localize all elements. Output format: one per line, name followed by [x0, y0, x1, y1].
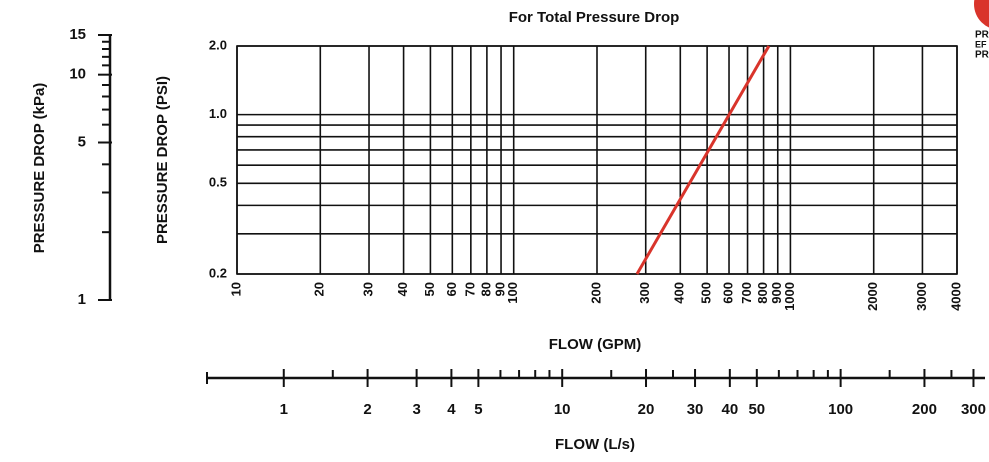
lps-axis-label: FLOW (L/s) [555, 436, 635, 453]
x-tick-label: 60 [444, 282, 459, 296]
lps-tick-label: 100 [828, 401, 853, 418]
kpa-tick-label: 10 [69, 66, 86, 83]
lps-tick-label: 2 [363, 401, 371, 418]
lps-tick-label: 50 [748, 401, 765, 418]
x-tick-label: 500 [699, 282, 714, 304]
side-text: EF [975, 39, 987, 49]
x-axis-label: FLOW (GPM) [549, 336, 641, 353]
x-tick-label: 40 [395, 282, 410, 296]
chart-title: For Total Pressure Drop [509, 9, 680, 26]
x-tick-label: 10 [228, 282, 243, 296]
kpa-tick-label: 1 [78, 291, 86, 308]
y-tick-label: 2.0 [209, 37, 227, 52]
lps-tick-label: 1 [280, 401, 288, 418]
lps-tick-label: 20 [638, 401, 655, 418]
x-tick-label: 50 [422, 282, 437, 296]
lps-tick-label: 40 [721, 401, 738, 418]
x-tick-label: 2000 [865, 282, 880, 311]
x-tick-label: 800 [755, 282, 770, 304]
x-tick-label: 1000 [782, 282, 797, 311]
x-tick-label: 600 [720, 282, 735, 304]
kpa-axis-label: PRESSURE DROP (kPa) [31, 83, 48, 254]
side-text: PR [975, 30, 989, 41]
y-tick-label: 1.0 [209, 106, 227, 121]
y-tick-label: 0.5 [209, 175, 227, 190]
x-tick-label: 70 [462, 282, 477, 296]
x-tick-label: 4000 [948, 282, 963, 311]
x-tick-label: 90 [492, 282, 507, 296]
x-tick-label: 20 [312, 282, 327, 296]
x-tick-label: 700 [739, 282, 754, 304]
y-axis-label: PRESSURE DROP (PSI) [154, 76, 171, 244]
logo-fragment [974, 0, 989, 28]
y-tick-label: 0.2 [209, 265, 227, 280]
x-tick-label: 200 [588, 282, 603, 304]
lps-tick-label: 200 [912, 401, 937, 418]
kpa-tick-label: 5 [78, 133, 86, 150]
x-tick-label: 100 [505, 282, 520, 304]
lps-tick-label: 3 [412, 401, 420, 418]
plot-frame [236, 45, 958, 275]
lps-tick-label: 30 [687, 401, 704, 418]
x-tick-label: 900 [769, 282, 784, 304]
x-tick-label: 400 [672, 282, 687, 304]
side-text: PR [975, 50, 989, 61]
lps-tick-label: 5 [474, 401, 482, 418]
data-line [635, 45, 771, 275]
lps-tick-label: 4 [447, 401, 456, 418]
lps-tick-label: 10 [554, 401, 571, 418]
x-tick-label: 30 [360, 282, 375, 296]
lps-tick-label: 300 [961, 401, 986, 418]
x-tick-label: 3000 [914, 282, 929, 311]
x-tick-label: 80 [478, 282, 493, 296]
kpa-tick-label: 15 [69, 26, 86, 43]
x-tick-label: 300 [637, 282, 652, 304]
